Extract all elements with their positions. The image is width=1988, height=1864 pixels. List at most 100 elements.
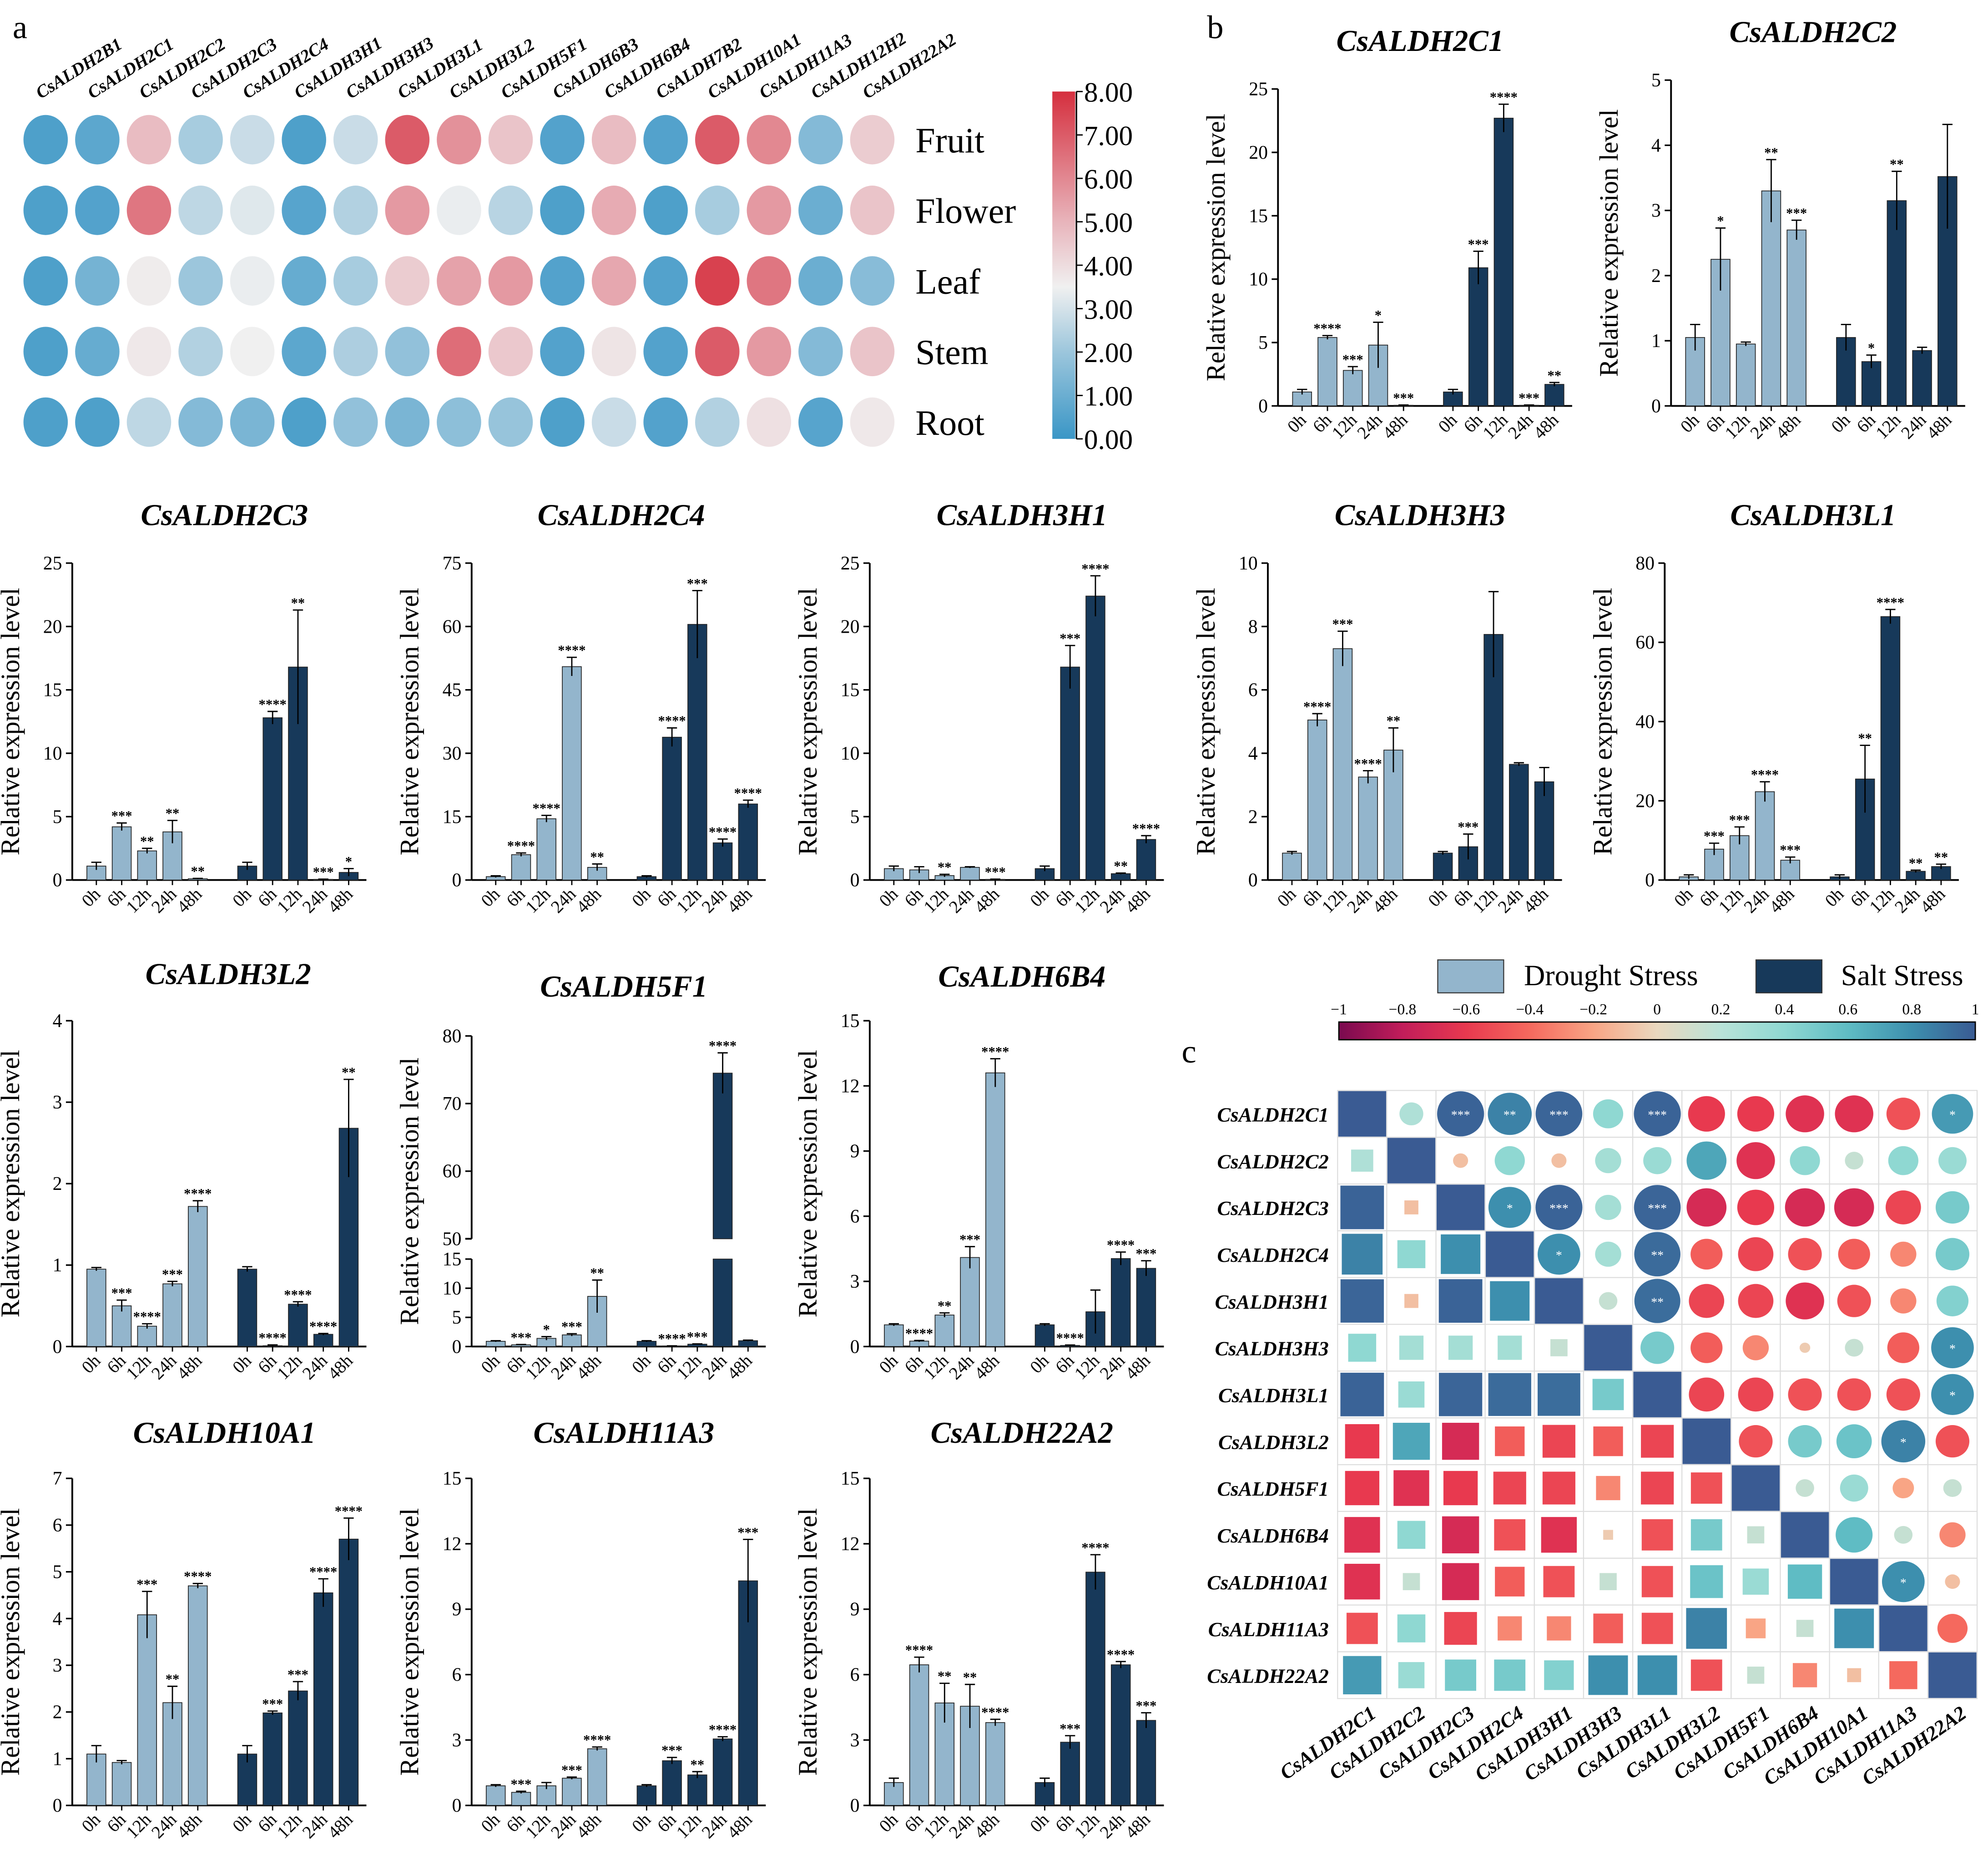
heatmap-cell <box>798 327 843 377</box>
y-tick-label: 10 <box>841 743 860 764</box>
x-tick-label: 48h <box>1121 884 1154 917</box>
bar-chart-csaldh10a1: CsALDH10A1 Relative expression level 0 1 2 3 4… <box>0 1416 367 1842</box>
significance-mark: **** <box>259 696 287 712</box>
bar-salt <box>738 803 758 881</box>
x-tick-label: 48h <box>1121 1351 1154 1384</box>
significance-mark: *** <box>288 1667 308 1682</box>
significance-mark: **** <box>284 1287 312 1302</box>
corr-colorbar-tick-label: 0.4 <box>1775 1001 1794 1018</box>
bar-chart-csaldh5f1: CsALDH5F1 Relative expression level 0 5 10 15… <box>395 970 766 1384</box>
corr-square <box>1398 1381 1425 1408</box>
corr-circle <box>1935 1191 1970 1224</box>
bar-salt <box>288 1690 308 1806</box>
corr-square <box>1792 1663 1817 1688</box>
x-tick-label: 48h <box>1379 410 1412 443</box>
significance-mark: *** <box>1786 206 1807 221</box>
corr-diagonal-cell <box>1830 1559 1878 1605</box>
chart-title: CsALDH2C1 <box>1336 24 1504 58</box>
y-tick-label: 15 <box>443 1468 462 1489</box>
x-tick-label: 0h <box>78 884 104 911</box>
significance-mark: **** <box>1354 756 1382 771</box>
x-tick-label: 0h <box>1273 884 1300 911</box>
y-tick-label: 6 <box>1248 680 1258 701</box>
y-tick-label: 60 <box>443 1161 462 1182</box>
bar-salt <box>712 1073 733 1239</box>
significance-mark: * <box>1375 307 1382 323</box>
corr-circle <box>1535 1091 1583 1137</box>
y-tick-label: 0 <box>452 1795 462 1816</box>
heatmap-cell <box>126 256 172 306</box>
significance-mark: ** <box>291 595 305 611</box>
corr-square <box>1596 1476 1620 1501</box>
corr-square <box>1547 1616 1571 1641</box>
corr-diagonal-cell <box>1731 1465 1780 1511</box>
significance-mark: ** <box>1764 145 1778 160</box>
heatmap-cell <box>488 115 533 165</box>
heatmap-cell <box>591 397 636 447</box>
heatmap-cell <box>75 327 120 377</box>
significance-mark: **** <box>1751 767 1779 782</box>
significance-mark: *** <box>111 808 132 824</box>
corr-square <box>1592 1379 1624 1411</box>
y-tick-label: 0 <box>53 1795 62 1816</box>
corr-square <box>1404 1200 1418 1214</box>
significance-mark: ** <box>1934 849 1948 865</box>
corr-square <box>1442 1516 1479 1554</box>
corr-square <box>1494 1519 1526 1551</box>
heatmap-cell <box>488 397 533 447</box>
bar-salt <box>1136 839 1156 881</box>
x-tick-label: 0h <box>477 1810 504 1836</box>
corr-circle <box>1686 1141 1727 1180</box>
heatmap-cell <box>643 256 688 306</box>
bar-drought <box>188 1206 208 1347</box>
bar-salt <box>1880 616 1901 881</box>
corr-circle <box>1399 1102 1423 1125</box>
significance-mark: * <box>543 1322 550 1337</box>
corr-circle <box>1689 1284 1725 1318</box>
corr-circle <box>1890 1241 1917 1267</box>
corr-grid-cell <box>1484 1137 1535 1185</box>
corr-diagonal-cell <box>1486 1231 1534 1277</box>
y-tick-label: 4 <box>53 1011 62 1032</box>
corr-square <box>1444 1612 1477 1645</box>
significance-mark: *** <box>985 864 1006 880</box>
significance-mark: *** <box>561 1762 582 1778</box>
y-tick-label: 45 <box>443 680 462 701</box>
corr-square <box>1796 1620 1814 1637</box>
y-tick-label: 0 <box>452 870 462 891</box>
corr-circle <box>1937 1614 1968 1643</box>
bar-salt <box>1060 666 1080 881</box>
significance-mark: ** <box>166 1672 180 1687</box>
x-tick-label: 0h <box>628 1810 655 1836</box>
y-tick-label: 7 <box>53 1468 62 1489</box>
corr-circle <box>1894 1526 1913 1544</box>
significance-mark: **** <box>184 1569 212 1584</box>
heatmap-cell <box>591 115 636 165</box>
significance-mark: **** <box>709 1038 737 1053</box>
significance-mark: ** <box>1858 730 1872 746</box>
y-tick-label: 60 <box>1635 632 1655 653</box>
bar-salt <box>1110 1258 1131 1347</box>
bar-salt <box>338 1538 359 1806</box>
y-tick-label: 10 <box>1249 269 1268 290</box>
y-tick-label: 15 <box>841 1011 860 1032</box>
colorbar-tick-label: 8.00 <box>1084 77 1133 108</box>
y-tick-label: 20 <box>43 616 62 637</box>
x-tick-label: 48h <box>1917 884 1949 917</box>
heatmap-cell <box>178 256 223 306</box>
corr-square <box>1340 1279 1384 1323</box>
corr-diagonal-cell <box>1928 1652 1977 1698</box>
y-tick-label: 4 <box>53 1608 62 1629</box>
heatmap-cell <box>282 256 326 306</box>
y-tick-label: 0 <box>850 1336 860 1357</box>
corr-square <box>1498 1335 1522 1360</box>
corr-square <box>1493 1471 1526 1505</box>
chart-title: CsALDH3L2 <box>146 957 311 991</box>
significance-mark: *** <box>1135 1698 1156 1713</box>
chart-title: CsALDH2C2 <box>1729 15 1897 49</box>
bar-salt <box>313 1592 333 1806</box>
y-tick-label: 9 <box>452 1599 462 1620</box>
corr-diagonal-cell <box>1436 1184 1485 1230</box>
y-tick-label: 10 <box>443 1278 462 1299</box>
corr-square <box>1747 1667 1765 1684</box>
